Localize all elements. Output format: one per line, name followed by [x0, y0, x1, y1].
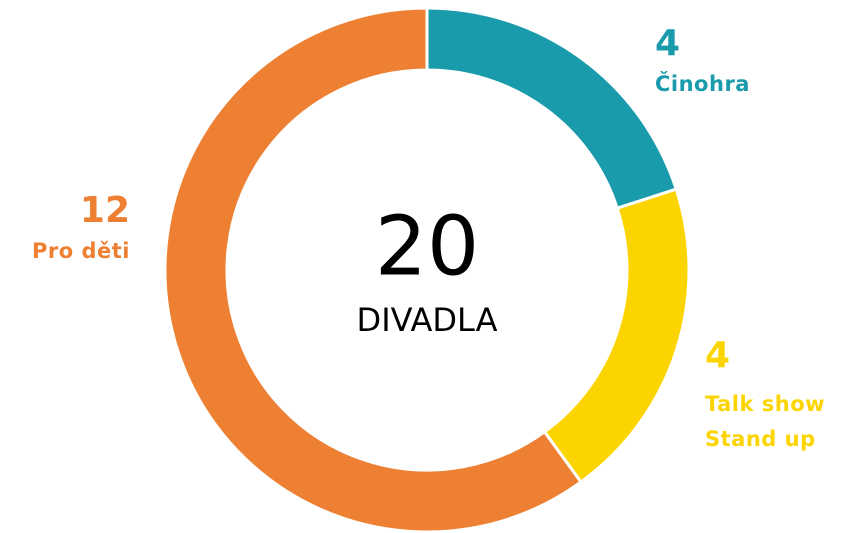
label-line: Talk show: [705, 392, 825, 416]
center-value: 20: [375, 199, 479, 294]
segment-value: 4: [705, 335, 730, 376]
donut-segment: [425, 6, 679, 211]
segment-value: 12: [80, 190, 130, 231]
segment-label: Pro děti: [32, 239, 130, 263]
segment-value: 4: [655, 23, 680, 64]
donut-segment: [542, 187, 691, 485]
segment-label: Talk show Stand up: [705, 392, 825, 451]
segment-label: Činohra: [655, 71, 750, 96]
label-line: Stand up: [705, 427, 816, 451]
center-label: DIVADLA: [357, 301, 498, 339]
donut-segment: [163, 6, 584, 533]
